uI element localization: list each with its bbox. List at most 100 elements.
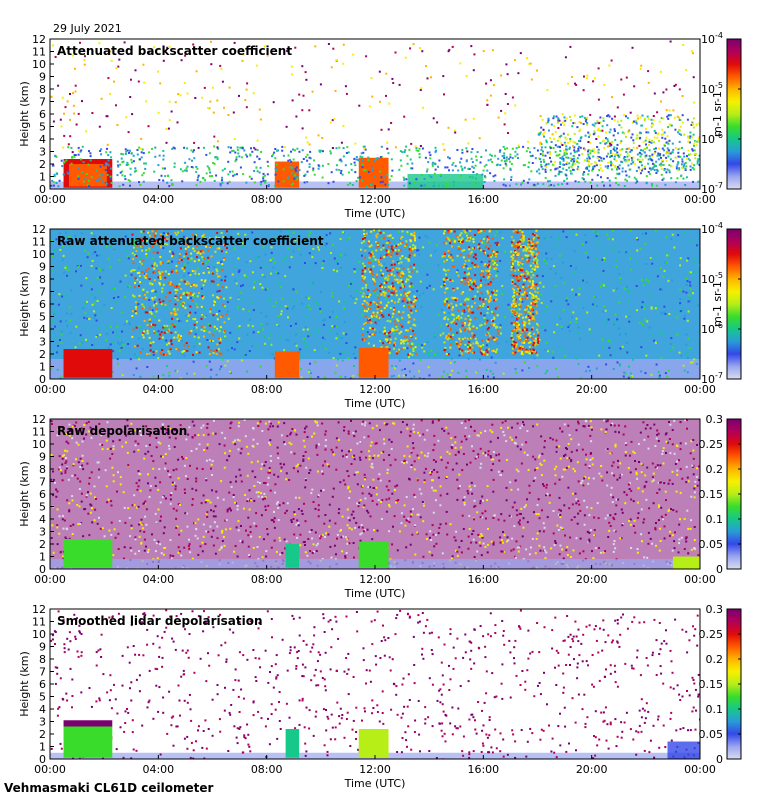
colorbar-tick-label: 0.2 [706, 653, 724, 666]
y-tick-label: 2 [39, 728, 46, 741]
y-tick-label: 12 [32, 33, 46, 46]
colorbar-tick-label: 0 [716, 753, 723, 766]
y-tick-label: 0 [39, 373, 46, 386]
x-tick-label: 08:00 [251, 383, 283, 396]
y-tick-label: 1 [39, 551, 46, 564]
y-tick-label: 9 [39, 641, 46, 654]
colorbar-gradient [726, 228, 742, 380]
colorbar-tick-label: 10-4 [701, 31, 723, 46]
y-axis-label: Height (km) [18, 461, 31, 527]
x-axis-label: Time (UTC) [344, 777, 406, 790]
x-tick-label: 08:00 [251, 763, 283, 776]
y-tick-label: 9 [39, 261, 46, 274]
colorbar-tick-label: 0.3 [706, 603, 724, 616]
y-tick-label: 8 [39, 463, 46, 476]
y-tick-label: 3 [39, 716, 46, 729]
colorbar-gradient [726, 38, 742, 190]
y-tick-label: 7 [39, 476, 46, 489]
y-tick-label: 9 [39, 451, 46, 464]
x-tick-label: 12:00 [359, 763, 391, 776]
x-tick-label: 00:00 [34, 383, 66, 396]
y-tick-label: 0 [39, 183, 46, 196]
colorbar-tick-label: 0.3 [706, 413, 724, 426]
colorbar-tick-label: 0 [716, 563, 723, 576]
y-tick-label: 3 [39, 336, 46, 349]
y-tick-label: 12 [32, 413, 46, 426]
date-label: 29 July 2021 [53, 22, 122, 35]
panel-title: Attenuated backscatter coefficient [57, 44, 292, 58]
colorbar-unit: m-1 sr-1 [711, 91, 724, 137]
y-tick-label: 11 [32, 46, 46, 59]
x-axis-label: Time (UTC) [344, 207, 406, 220]
colorbar-tick-label: 0.15 [699, 678, 724, 691]
x-tick-label: 04:00 [142, 573, 174, 586]
y-tick-label: 6 [39, 298, 46, 311]
y-axis-label: Height (km) [18, 651, 31, 717]
data-field [50, 419, 700, 569]
y-tick-label: 3 [39, 146, 46, 159]
y-tick-label: 8 [39, 83, 46, 96]
y-tick-label: 7 [39, 286, 46, 299]
x-tick-label: 08:00 [251, 573, 283, 586]
panel-1: Attenuated backscatter coefficient012345… [18, 31, 742, 220]
colorbar-tick-label: 0.15 [699, 488, 724, 501]
colorbar-tick-label: 0.25 [699, 438, 724, 451]
x-tick-label: 12:00 [359, 573, 391, 586]
y-tick-label: 1 [39, 361, 46, 374]
y-tick-label: 6 [39, 108, 46, 121]
colorbar-tick-label: 0.25 [699, 628, 724, 641]
y-axis-label: Height (km) [18, 81, 31, 147]
y-tick-label: 7 [39, 666, 46, 679]
x-tick-label: 16:00 [467, 573, 499, 586]
y-tick-label: 11 [32, 236, 46, 249]
y-tick-label: 12 [32, 223, 46, 236]
y-tick-label: 5 [39, 691, 46, 704]
x-tick-label: 00:00 [684, 383, 716, 396]
y-tick-label: 10 [32, 438, 46, 451]
y-tick-label: 1 [39, 741, 46, 754]
y-tick-label: 5 [39, 121, 46, 134]
colorbar: 10-710-610-510-4m-1 sr-1 [701, 31, 742, 196]
y-tick-label: 2 [39, 158, 46, 171]
x-tick-label: 00:00 [684, 573, 716, 586]
colorbar-tick-label: 10-7 [701, 181, 723, 196]
x-tick-label: 16:00 [467, 383, 499, 396]
panel-title: Smoothed lidar depolarisation [57, 614, 263, 628]
y-tick-label: 1 [39, 171, 46, 184]
colorbar: 0 0.05 0.1 0.15 0.2 0.25 0.3 [699, 603, 742, 766]
y-tick-label: 10 [32, 58, 46, 71]
colorbar-tick-label: 10-7 [701, 371, 723, 386]
panel-2: Raw attenuated backscatter coefficient01… [18, 221, 742, 410]
colorbar-unit: m-1 sr-1 [711, 281, 724, 327]
y-tick-label: 11 [32, 426, 46, 439]
y-tick-label: 0 [39, 753, 46, 766]
x-axis-label: Time (UTC) [344, 587, 406, 600]
y-tick-label: 4 [39, 703, 46, 716]
x-tick-label: 16:00 [467, 193, 499, 206]
x-tick-label: 08:00 [251, 193, 283, 206]
y-tick-label: 8 [39, 273, 46, 286]
x-axis-label: Time (UTC) [344, 397, 406, 410]
y-tick-label: 3 [39, 526, 46, 539]
x-tick-label: 00:00 [684, 193, 716, 206]
colorbar: 0 0.05 0.1 0.15 0.2 0.25 0.3 [699, 413, 742, 576]
colorbar-tick-label: 0.1 [706, 513, 724, 526]
panel-title: Raw depolarisation [57, 424, 187, 438]
colorbar: 10-710-610-510-4m-1 sr-1 [701, 221, 742, 386]
x-tick-label: 16:00 [467, 763, 499, 776]
x-tick-label: 00:00 [34, 573, 66, 586]
panel-title: Raw attenuated backscatter coefficient [57, 234, 324, 248]
colorbar-tick-label: 10-4 [701, 221, 723, 236]
x-tick-label: 20:00 [576, 573, 608, 586]
x-tick-label: 04:00 [142, 763, 174, 776]
instrument-label: Vehmasmaki CL61D ceilometer [4, 781, 213, 795]
colorbar-tick-label: 0.05 [699, 728, 724, 741]
y-tick-label: 2 [39, 538, 46, 551]
y-tick-label: 5 [39, 501, 46, 514]
colorbar-tick-label: 0.05 [699, 538, 724, 551]
y-axis-label: Height (km) [18, 271, 31, 337]
x-tick-label: 20:00 [576, 763, 608, 776]
y-tick-label: 5 [39, 311, 46, 324]
y-tick-label: 2 [39, 348, 46, 361]
